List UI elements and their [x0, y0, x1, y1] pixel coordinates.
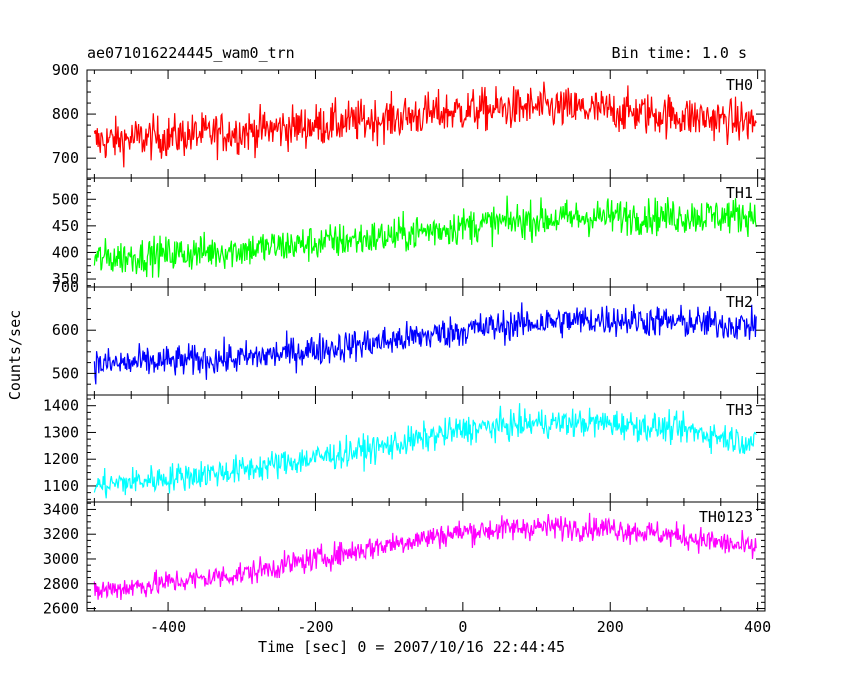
y-tick-label: 3200 — [43, 525, 79, 543]
y-tick-label: 1100 — [43, 477, 79, 495]
series-line-th0123 — [93, 512, 757, 601]
y-tick-label: 700 — [52, 278, 79, 296]
y-tick-label: 500 — [52, 190, 79, 208]
series-line-th2 — [93, 302, 757, 385]
y-tick-label: 3400 — [43, 500, 79, 518]
y-tick-label: 400 — [52, 243, 79, 261]
series-label-th1: TH1 — [726, 184, 753, 202]
series-line-th3 — [93, 403, 757, 499]
series-label-th0: TH0 — [726, 76, 753, 94]
x-tick-label: 0 — [458, 618, 467, 636]
y-tick-label: 2800 — [43, 575, 79, 593]
panel-frame-th0123 — [86, 501, 766, 612]
x-tick-label: -200 — [297, 618, 333, 636]
x-tick-label: -400 — [150, 618, 186, 636]
series-label-th2: TH2 — [726, 293, 753, 311]
y-tick-label: 1200 — [43, 450, 79, 468]
panel-frame-th3 — [86, 394, 766, 503]
chart-title-left: ae071016224445_wam0_trn — [87, 44, 295, 62]
y-tick-label: 2600 — [43, 600, 79, 618]
series-label-th3: TH3 — [726, 401, 753, 419]
y-axis-label: Counts/sec — [6, 309, 24, 401]
y-tick-label: 1300 — [43, 423, 79, 441]
x-axis-label: Time [sec] 0 = 2007/10/16 22:44:45 — [258, 638, 566, 656]
chart-title-right: Bin time: 1.0 s — [611, 44, 747, 62]
series-line-th1 — [93, 195, 757, 278]
y-tick-label: 900 — [52, 61, 79, 79]
series-line-th0 — [93, 81, 757, 168]
y-tick-label: 1400 — [43, 397, 79, 415]
y-tick-label: 500 — [52, 364, 79, 382]
y-tick-label: 350 — [52, 270, 79, 288]
x-tick-label: 400 — [744, 618, 771, 636]
y-tick-label: 600 — [52, 321, 79, 339]
y-tick-label: 700 — [52, 149, 79, 167]
y-tick-label: 3000 — [43, 550, 79, 568]
series-label-th0123: TH0123 — [699, 508, 753, 526]
y-tick-label: 800 — [52, 105, 79, 123]
x-tick-label: 200 — [597, 618, 624, 636]
y-tick-label: 450 — [52, 217, 79, 235]
